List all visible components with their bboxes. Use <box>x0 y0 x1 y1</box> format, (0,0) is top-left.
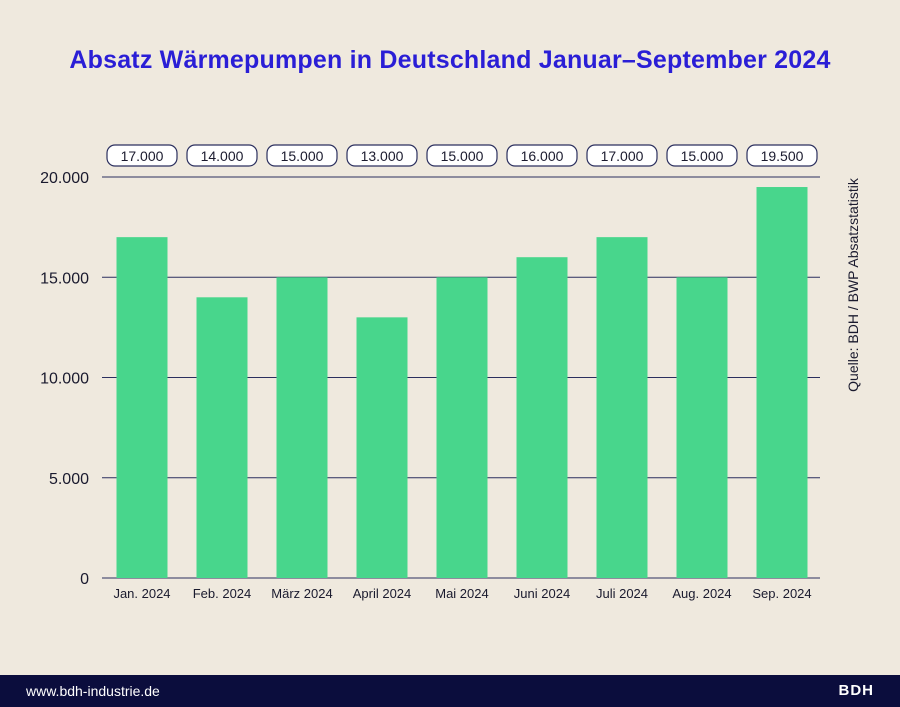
x-tick-label: Jan. 2024 <box>113 586 170 601</box>
value-label: 15.000 <box>681 148 724 164</box>
bar <box>116 237 168 578</box>
value-label: 17.000 <box>601 148 644 164</box>
bar <box>596 237 648 578</box>
x-tick-label: März 2024 <box>271 586 332 601</box>
value-label: 19.500 <box>761 148 804 164</box>
y-tick-label: 10.000 <box>40 371 89 388</box>
value-label-pill <box>346 144 418 167</box>
x-tick-label: Juli 2024 <box>596 586 648 601</box>
footer-url[interactable]: www.bdh-industrie.de <box>26 683 160 699</box>
bar <box>516 257 568 578</box>
footer-bar: www.bdh-industrie.de BDH <box>0 675 900 707</box>
bar <box>436 277 488 578</box>
bar <box>276 277 328 578</box>
source-note: Quelle: BDH / BWP Absatzstatistik <box>845 178 861 392</box>
chart-title: Absatz Wärmepumpen in Deutschland Januar… <box>69 46 831 74</box>
bar <box>196 297 248 578</box>
value-label: 15.000 <box>441 148 484 164</box>
y-tick-label: 20.000 <box>40 170 89 187</box>
x-tick-label: Aug. 2024 <box>672 586 731 601</box>
bar <box>356 317 408 578</box>
y-tick-label: 15.000 <box>40 270 89 287</box>
value-label-pill <box>746 144 818 167</box>
value-label-pill <box>186 144 258 167</box>
x-tick-label: Mai 2024 <box>435 586 488 601</box>
x-tick-label: April 2024 <box>353 586 412 601</box>
value-label-pill <box>266 144 338 167</box>
y-tick-label: 0 <box>80 571 89 588</box>
value-label-pill <box>106 144 178 167</box>
value-label-pill <box>506 144 578 167</box>
value-label-pill <box>586 144 658 167</box>
x-tick-label: Juni 2024 <box>514 586 570 601</box>
value-label-pill <box>666 144 738 167</box>
value-label: 14.000 <box>201 148 244 164</box>
bar <box>756 187 808 578</box>
bar <box>676 277 728 578</box>
value-label: 16.000 <box>521 148 564 164</box>
value-label: 13.000 <box>361 148 404 164</box>
value-label: 17.000 <box>121 148 164 164</box>
y-tick-label: 5.000 <box>49 471 89 488</box>
value-label: 15.000 <box>281 148 324 164</box>
x-tick-label: Sep. 2024 <box>752 586 811 601</box>
x-tick-label: Feb. 2024 <box>193 586 252 601</box>
value-label-pill <box>426 144 498 167</box>
bdh-logo: BDH <box>838 682 874 699</box>
